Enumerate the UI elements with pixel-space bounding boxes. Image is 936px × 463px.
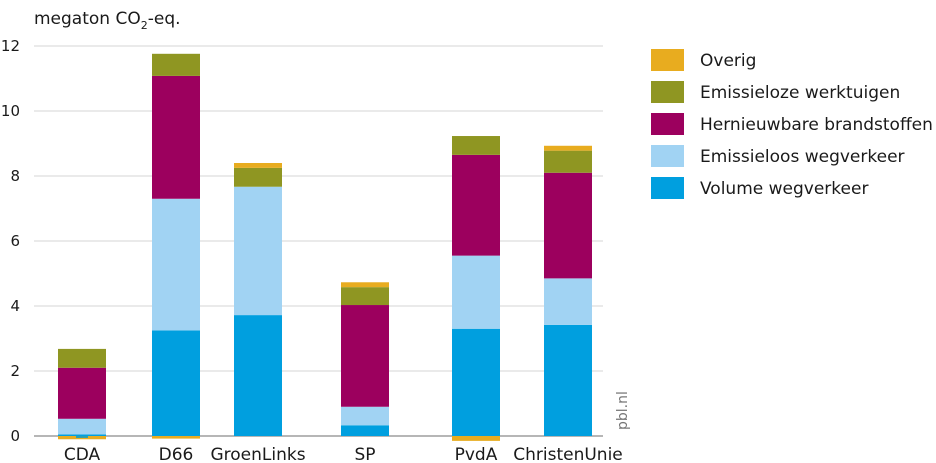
bar-segment — [544, 145, 592, 151]
y-tick-label: 6 — [10, 232, 20, 250]
legend-swatch — [651, 145, 684, 167]
bar-segment — [452, 328, 500, 436]
y-tick-label: 10 — [1, 102, 20, 120]
bar-segment — [152, 330, 200, 436]
x-category-label: ChristenUnie — [513, 445, 623, 463]
bar-segment — [544, 172, 592, 279]
y-tick-label: 8 — [10, 167, 20, 185]
bar-segment — [452, 136, 500, 155]
x-category-label: D66 — [159, 445, 194, 463]
bar-segment — [452, 255, 500, 329]
legend-swatch — [651, 113, 684, 135]
y-axis-ticks: 0 2 4 6 8 10 12 — [1, 37, 20, 445]
legend-swatch — [651, 49, 684, 71]
source-label: pbl.nl — [615, 391, 631, 430]
legend-label: Overig — [700, 51, 756, 71]
grid-lines — [34, 45, 603, 437]
bar-segment — [152, 75, 200, 199]
y-unit-label: megaton CO2-eq. — [34, 9, 181, 32]
bar-segment — [452, 436, 500, 441]
y-tick-label: 0 — [10, 427, 20, 445]
y-unit-suffix: -eq. — [148, 9, 181, 29]
bar-segment — [341, 406, 389, 426]
x-category-label: PvdA — [455, 445, 498, 463]
bar-segment-extra — [76, 436, 88, 438]
bar-segment — [58, 348, 106, 368]
x-category-label: CDA — [64, 445, 101, 463]
legend-label: Hernieuwbare brandstoffen — [700, 115, 933, 135]
bar-segment — [544, 278, 592, 325]
y-tick-label: 12 — [1, 37, 20, 55]
x-category-label: GroenLinks — [210, 445, 305, 463]
bar-segment — [234, 163, 282, 168]
y-unit-main: megaton CO — [34, 9, 141, 29]
bar-segment — [58, 434, 106, 436]
bar-segment — [152, 53, 200, 76]
bar-segment — [234, 315, 282, 436]
bar-segment — [452, 154, 500, 256]
legend-label: Emissieloze werktuigen — [700, 83, 900, 103]
bars — [58, 53, 592, 441]
bar-segment — [544, 150, 592, 173]
bar-segment — [58, 367, 106, 419]
bar-segment — [544, 324, 592, 436]
legend: Overig Emissieloze werktuigen Hernieuwbare… — [651, 49, 933, 199]
bar-segment — [341, 305, 389, 407]
y-tick-label: 2 — [10, 362, 20, 380]
legend-label: Emissieloos wegverkeer — [700, 147, 905, 167]
bar-segment — [234, 186, 282, 316]
legend-label: Volume wegverkeer — [700, 179, 868, 199]
y-unit-subscript: 2 — [141, 19, 148, 32]
x-category-label: SP — [354, 445, 375, 463]
bar-segment — [341, 282, 389, 288]
bar-segment — [152, 436, 200, 439]
bar-segment — [152, 198, 200, 331]
legend-swatch — [651, 81, 684, 103]
bar-segment — [58, 418, 106, 435]
y-tick-label: 4 — [10, 297, 20, 315]
legend-swatch — [651, 177, 684, 199]
x-axis-categories: CDA D66 GroenLinks SP PvdA ChristenUnie — [64, 445, 623, 463]
bar-segment — [234, 167, 282, 187]
bar-segment — [341, 287, 389, 306]
bar-segment — [341, 425, 389, 436]
